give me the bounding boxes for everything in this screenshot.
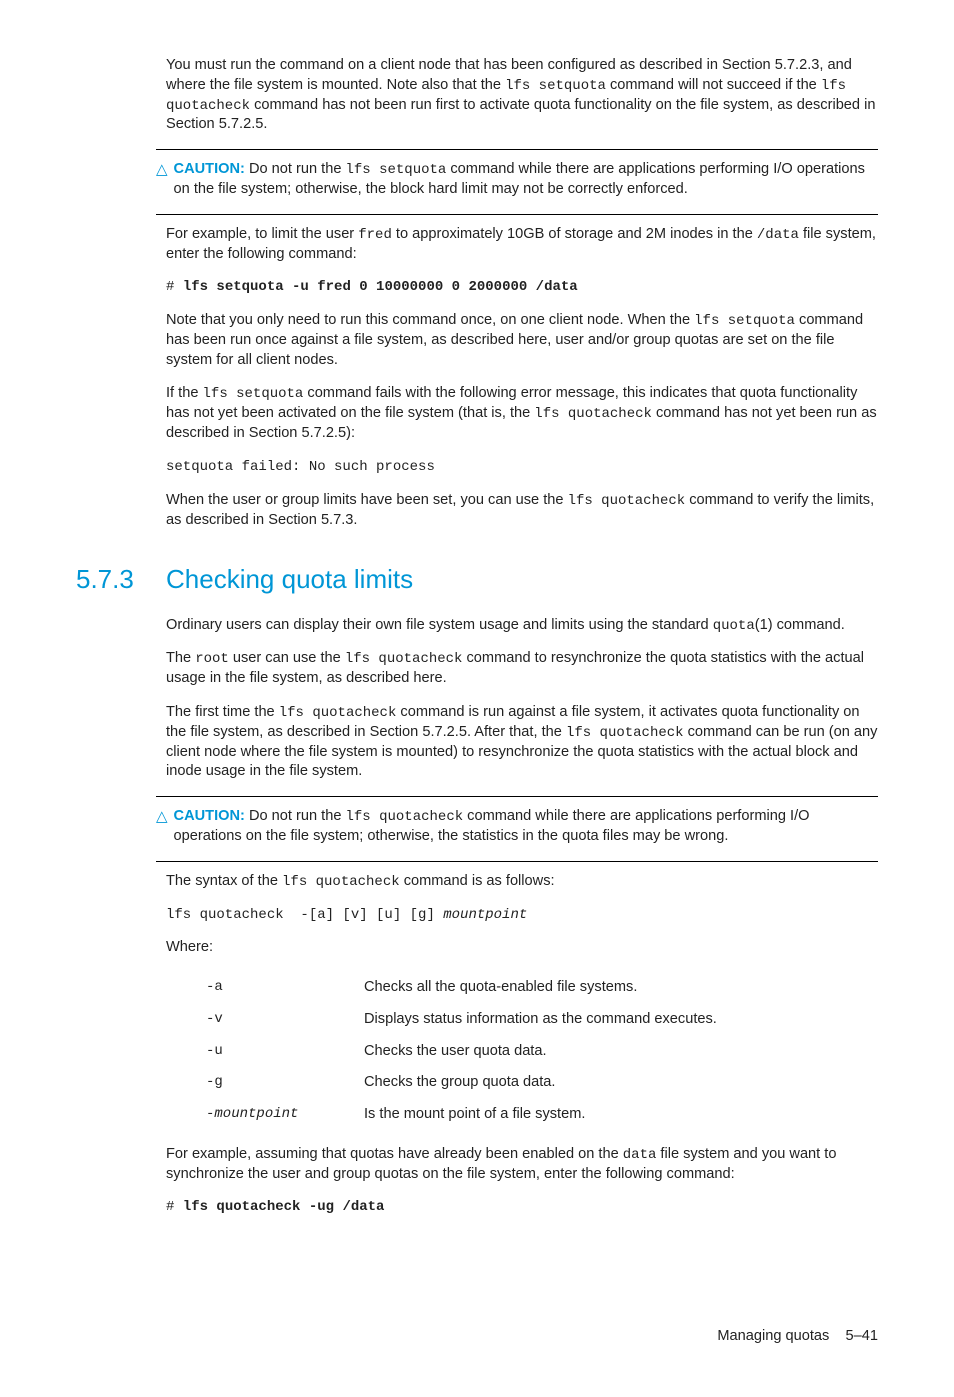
caution-icon: △ bbox=[156, 160, 168, 180]
table-row: -mountpoint Is the mount point of a file… bbox=[206, 1099, 735, 1131]
command-text: lfs setquota -u fred 0 10000000 0 200000… bbox=[183, 279, 578, 295]
command-example: # lfs setquota -u fred 0 10000000 0 2000… bbox=[166, 278, 878, 297]
paragraph: The first time the lfs quotacheck comman… bbox=[166, 703, 878, 782]
text: Note that you only need to run this comm… bbox=[166, 312, 694, 328]
text: The bbox=[166, 650, 195, 666]
text: The first time the bbox=[166, 704, 279, 720]
inline-code: data bbox=[623, 1147, 657, 1163]
table-row: -g Checks the group quota data. bbox=[206, 1067, 735, 1099]
caution-icon: △ bbox=[156, 807, 168, 827]
inline-code: lfs setquota bbox=[505, 78, 606, 94]
text: Do not run the bbox=[245, 808, 346, 824]
flag-placeholder: mountpoint bbox=[214, 1106, 298, 1122]
paragraph: Note that you only need to run this comm… bbox=[166, 311, 878, 370]
inline-code: lfs quotacheck bbox=[282, 874, 400, 890]
footer-page: 5–41 bbox=[846, 1328, 878, 1344]
inline-code: lfs setquota bbox=[694, 313, 795, 329]
syntax-line: lfs quotacheck -[a] [v] [u] [g] mountpoi… bbox=[166, 906, 878, 925]
table-row: -v Displays status information as the co… bbox=[206, 1004, 735, 1036]
syntax-placeholder: mountpoint bbox=[443, 907, 527, 923]
text: command is as follows: bbox=[400, 873, 555, 889]
text: command will not succeed if the bbox=[606, 77, 821, 93]
option-flag: -mountpoint bbox=[206, 1099, 364, 1131]
inline-code: fred bbox=[358, 227, 392, 243]
paragraph: The syntax of the lfs quotacheck command… bbox=[166, 872, 878, 892]
text: Do not run the bbox=[245, 161, 346, 177]
option-flag: -v bbox=[206, 1004, 364, 1036]
option-flag: -u bbox=[206, 1036, 364, 1068]
text: The syntax of the bbox=[166, 873, 282, 889]
text: (1) command. bbox=[755, 617, 845, 633]
text: command has not been run first to activa… bbox=[166, 97, 875, 133]
option-desc: Displays status information as the comma… bbox=[364, 1004, 735, 1036]
caution-block: △ CAUTION: Do not run the lfs setquota c… bbox=[156, 149, 878, 215]
text: Ordinary users can display their own fil… bbox=[166, 617, 713, 633]
inline-code: lfs quotacheck bbox=[534, 406, 652, 422]
inline-code: /data bbox=[757, 227, 799, 243]
option-flag: -g bbox=[206, 1067, 364, 1099]
inline-code: lfs quotacheck bbox=[345, 651, 463, 667]
command-example: # lfs quotacheck -ug /data bbox=[166, 1198, 878, 1217]
inline-code: lfs quotacheck bbox=[566, 725, 684, 741]
error-output: setquota failed: No such process bbox=[166, 458, 878, 477]
inline-code: root bbox=[195, 651, 229, 667]
option-desc: Checks the user quota data. bbox=[364, 1036, 735, 1068]
page-footer: Managing quotas 5–41 bbox=[76, 1327, 878, 1347]
divider bbox=[156, 214, 878, 215]
inline-code: quota bbox=[713, 618, 755, 634]
text: If the bbox=[166, 385, 203, 401]
inline-code: lfs setquota bbox=[203, 386, 304, 402]
caution-label: CAUTION: bbox=[174, 808, 245, 824]
paragraph: You must run the command on a client nod… bbox=[166, 56, 878, 135]
caution-label: CAUTION: bbox=[174, 161, 245, 177]
paragraph: For example, to limit the user fred to a… bbox=[166, 225, 878, 265]
divider bbox=[156, 796, 878, 797]
inline-code: lfs setquota bbox=[346, 162, 447, 178]
inline-code: lfs quotacheck bbox=[346, 809, 464, 825]
text: For example, assuming that quotas have a… bbox=[166, 1146, 623, 1162]
text: to approximately 10GB of storage and 2M … bbox=[392, 226, 757, 242]
text: For example, to limit the user bbox=[166, 226, 358, 242]
paragraph: Ordinary users can display their own fil… bbox=[166, 616, 878, 636]
section-number: 5.7.3 bbox=[76, 562, 166, 597]
caution-text: CAUTION: Do not run the lfs setquota com… bbox=[174, 160, 878, 200]
caution-text: CAUTION: Do not run the lfs quotacheck c… bbox=[174, 807, 878, 847]
paragraph: The root user can use the lfs quotacheck… bbox=[166, 649, 878, 689]
option-desc: Checks all the quota-enabled file system… bbox=[364, 972, 735, 1004]
table-row: -a Checks all the quota-enabled file sys… bbox=[206, 972, 735, 1004]
option-flag: -a bbox=[206, 972, 364, 1004]
section-heading: 5.7.3Checking quota limits bbox=[76, 562, 878, 597]
prompt: # bbox=[166, 1199, 183, 1215]
footer-chapter: Managing quotas bbox=[717, 1328, 829, 1344]
inline-code: lfs quotacheck bbox=[568, 493, 686, 509]
text: When the user or group limits have been … bbox=[166, 492, 568, 508]
text: user can use the bbox=[229, 650, 345, 666]
options-table: -a Checks all the quota-enabled file sys… bbox=[206, 972, 735, 1130]
command-text: lfs quotacheck -ug /data bbox=[183, 1199, 385, 1215]
where-label: Where: bbox=[166, 938, 878, 958]
option-desc: Checks the group quota data. bbox=[364, 1067, 735, 1099]
paragraph: For example, assuming that quotas have a… bbox=[166, 1145, 878, 1185]
prompt: # bbox=[166, 279, 183, 295]
caution-block: △ CAUTION: Do not run the lfs quotacheck… bbox=[156, 796, 878, 862]
option-desc: Is the mount point of a file system. bbox=[364, 1099, 735, 1131]
table-row: -u Checks the user quota data. bbox=[206, 1036, 735, 1068]
divider bbox=[156, 149, 878, 150]
syntax-text: lfs quotacheck -[a] [v] [u] [g] bbox=[166, 907, 443, 923]
paragraph: If the lfs setquota command fails with t… bbox=[166, 384, 878, 443]
inline-code: lfs quotacheck bbox=[279, 705, 397, 721]
paragraph: When the user or group limits have been … bbox=[166, 491, 878, 531]
divider bbox=[156, 861, 878, 862]
section-title: Checking quota limits bbox=[166, 564, 413, 594]
